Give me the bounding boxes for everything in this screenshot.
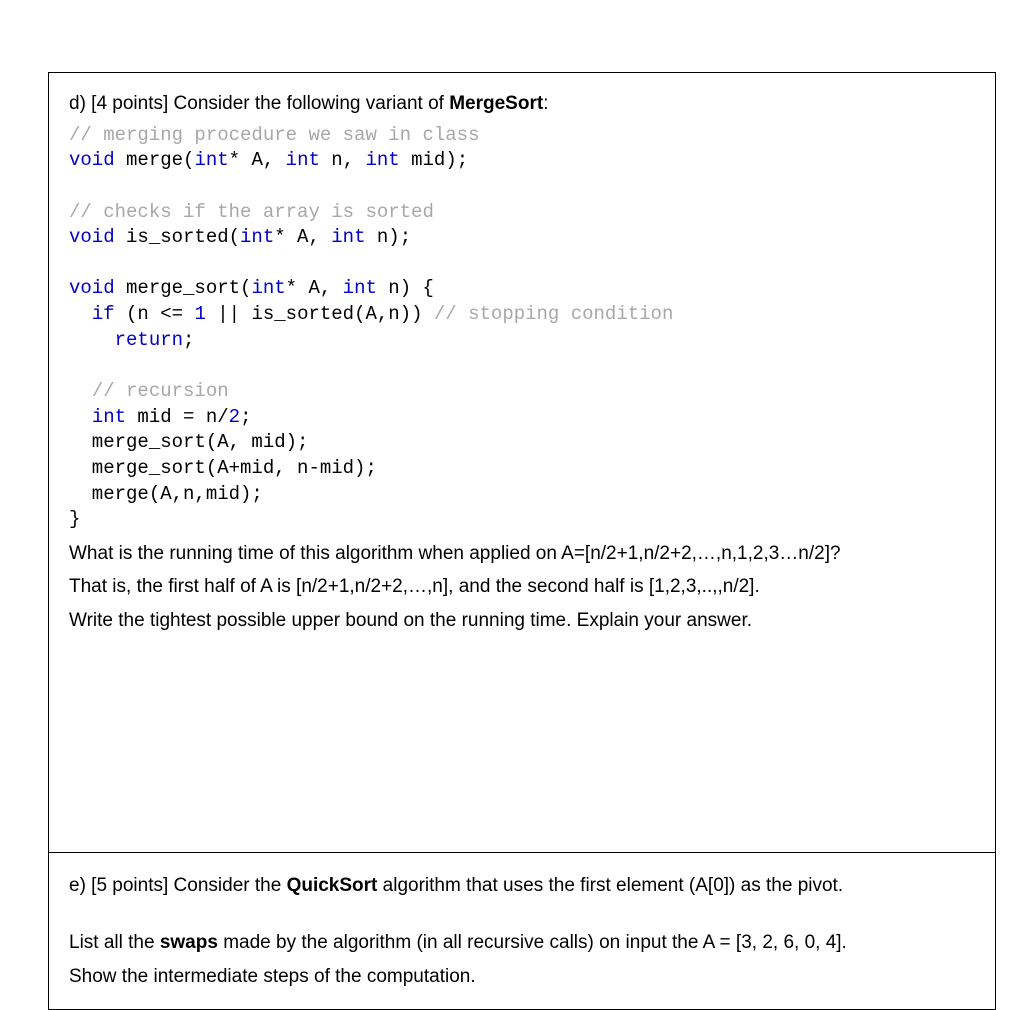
- code-l07-t1: merge_sort(: [115, 277, 252, 299]
- code-l02-kw4: int: [366, 149, 400, 171]
- question-d-prompt: d) [4 points] Consider the following var…: [69, 91, 975, 117]
- question-e-line2-bold: swaps: [160, 932, 218, 953]
- question-d-prompt-bold: MergeSort: [449, 93, 543, 114]
- code-l02-t3: n,: [320, 149, 366, 171]
- code-l02-t4: mid);: [400, 149, 468, 171]
- code-l08-kw1: if: [92, 303, 115, 325]
- code-l07-t2: * A,: [286, 277, 343, 299]
- question-d-prompt-prefix: d) [4 points] Consider the following var…: [69, 93, 449, 114]
- question-d-q2: That is, the first half of A is [n/2+1,n…: [69, 572, 975, 601]
- question-d-q1: What is the running time of this algorit…: [69, 539, 975, 568]
- code-l09-t2: ;: [183, 329, 194, 351]
- code-l12-t3: ;: [240, 406, 251, 428]
- code-l05-t3: n);: [365, 226, 411, 248]
- code-l08-c: // stopping condition: [434, 303, 673, 325]
- code-l05-t1: is_sorted(: [115, 226, 240, 248]
- code-l02-kw2: int: [194, 149, 228, 171]
- code-l07-kw2: int: [251, 277, 285, 299]
- gap: [69, 904, 975, 924]
- code-l08-t2: (n <=: [115, 303, 195, 325]
- question-e-prompt-suffix: algorithm that uses the first element (A…: [377, 875, 843, 896]
- code-l09-kw1: return: [115, 329, 183, 351]
- code-l05-kw3: int: [331, 226, 365, 248]
- code-l12-t2: mid = n/: [126, 406, 229, 428]
- code-l07-kw3: int: [343, 277, 377, 299]
- question-e-line3: Show the intermediate steps of the compu…: [69, 962, 975, 991]
- code-l14: merge_sort(A+mid, n-mid);: [69, 457, 377, 479]
- question-e-prompt-bold: QuickSort: [287, 875, 378, 896]
- question-d-prompt-suffix: :: [543, 93, 548, 114]
- code-l08-t3: || is_sorted(A,n)): [206, 303, 434, 325]
- question-e-prompt-prefix: e) [5 points] Consider the: [69, 875, 287, 896]
- code-l09-t1: [69, 329, 115, 351]
- code-l05-t2: * A,: [274, 226, 331, 248]
- code-l02-t1: merge(: [115, 149, 195, 171]
- code-l07-t3: n) {: [377, 277, 434, 299]
- question-e-prompt: e) [5 points] Consider the QuickSort alg…: [69, 871, 975, 900]
- code-l12-n1: 2: [229, 406, 240, 428]
- question-d-q3: Write the tightest possible upper bound …: [69, 606, 975, 635]
- code-l11-t1: [69, 380, 92, 402]
- question-e-line2-suffix: made by the algorithm (in all recursive …: [218, 932, 847, 953]
- question-e-box: e) [5 points] Consider the QuickSort alg…: [48, 852, 996, 1010]
- code-l08-t1: [69, 303, 92, 325]
- question-d-box: d) [4 points] Consider the following var…: [48, 72, 996, 852]
- question-e-line2-prefix: List all the: [69, 932, 160, 953]
- code-l02-t2: * A,: [229, 149, 286, 171]
- code-l07-kw1: void: [69, 277, 115, 299]
- code-l16: }: [69, 508, 80, 530]
- code-l15: merge(A,n,mid);: [69, 483, 263, 505]
- code-l12-kw1: int: [92, 406, 126, 428]
- question-e-line2: List all the swaps made by the algorithm…: [69, 928, 975, 957]
- code-l12-t1: [69, 406, 92, 428]
- code-l08-n1: 1: [194, 303, 205, 325]
- code-l05-kw2: int: [240, 226, 274, 248]
- code-l02-kw3: int: [286, 149, 320, 171]
- answer-space-d: [69, 639, 975, 789]
- code-l05-kw1: void: [69, 226, 115, 248]
- page: d) [4 points] Consider the following var…: [0, 0, 1024, 986]
- question-d-code: // merging procedure we saw in class voi…: [69, 123, 975, 533]
- code-l02-kw1: void: [69, 149, 115, 171]
- code-line-1: // merging procedure we saw in class: [69, 124, 479, 146]
- code-l11-c: // recursion: [92, 380, 229, 402]
- code-line-4: // checks if the array is sorted: [69, 201, 434, 223]
- code-l13: merge_sort(A, mid);: [69, 431, 308, 453]
